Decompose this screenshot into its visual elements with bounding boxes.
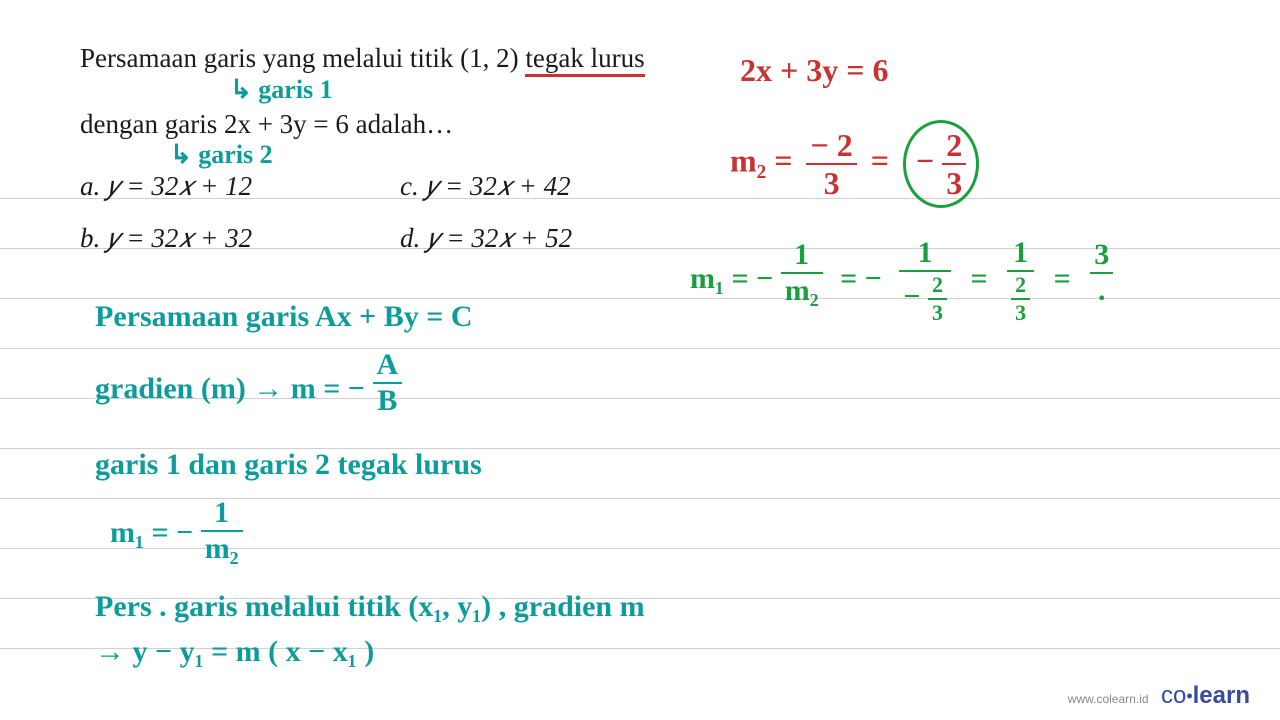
m2-equals: = — [871, 142, 889, 178]
gradien-den: B — [373, 382, 403, 416]
m1-formula-text: m₁ = − — [110, 516, 193, 549]
note-m1-formula: m₁ = − 1 m₂ — [110, 498, 243, 564]
problem-line-1-pre: Persamaan garis yang melalui titik (1, 2… — [80, 43, 525, 73]
m1-final-num: 3 — [1090, 240, 1113, 272]
m1-num-1: 1 — [781, 240, 823, 272]
note-pers-garis-titik: Pers . garis melalui titik (x₁, y₁) , gr… — [95, 590, 645, 624]
problem-line-2: dengan garis 2x + 3y = 6 adalah… — [80, 106, 453, 144]
m1-frac-1: 1 m₂ — [781, 240, 823, 306]
option-c: c. 𝑦 = 32𝑥 + 42 — [400, 168, 571, 206]
m1-eq-2: = − — [840, 262, 882, 295]
m2-neg: − — [916, 142, 934, 178]
m1-label: m₁ = − — [690, 262, 773, 295]
m1-final-dot: . — [1090, 272, 1113, 306]
m1-result: 3 . — [1090, 240, 1113, 306]
note-gradien-text: gradien (m) → m = − — [95, 372, 365, 405]
m1-formula-num: 1 — [201, 498, 243, 530]
problem-line-1-underlined: tegak lurus — [525, 43, 644, 77]
m1-num-2: 1 — [899, 238, 951, 270]
gradien-num: A — [373, 350, 403, 382]
m2-label: m₂ = — [730, 142, 792, 178]
m1-den3-frac: 2 3 — [1011, 274, 1030, 324]
option-d: d. 𝑦 = 32𝑥 + 52 — [400, 220, 572, 258]
annotation-garis-2: ↳ garis 2 — [170, 140, 273, 170]
m1-frac-2: 1 − 2 3 — [899, 238, 951, 324]
m1-den3-num: 2 — [1011, 274, 1030, 298]
m2-fraction: − 2 3 — [806, 129, 856, 199]
m2-expression: m₂ = − 2 3 = − 2 3 — [730, 120, 979, 208]
logo-learn: learn — [1193, 682, 1250, 709]
m2-frac-num: − 2 — [806, 129, 856, 163]
m2-circ-num: 2 — [942, 129, 966, 163]
logo-co: co — [1161, 682, 1186, 709]
m2-circ-den: 3 — [942, 163, 966, 199]
annotation-garis-1: ↳ garis 1 — [230, 75, 333, 105]
m1-den-2: − 2 3 — [899, 270, 951, 324]
m1-frac-3: 1 2 3 — [1007, 238, 1034, 324]
m1-eq-4: = — [1054, 262, 1071, 295]
m1-derivation: m₁ = − 1 m₂ = − 1 − 2 3 = 1 2 3 — [690, 238, 1113, 324]
m1-formula-frac: 1 m₂ — [201, 498, 243, 564]
m1-num-3: 1 — [1007, 238, 1034, 270]
m2-circ-frac: 2 3 — [942, 129, 966, 199]
footer-url: www.colearn.id — [1068, 692, 1149, 706]
footer: www.colearn.id co•learn — [1068, 682, 1250, 710]
option-a: a. 𝑦 = 32𝑥 + 12 — [80, 168, 252, 206]
m1-den2-den: 3 — [928, 298, 947, 324]
gradien-frac: A B — [373, 350, 403, 416]
problem-line-1: Persamaan garis yang melalui titik (1, 2… — [80, 40, 645, 78]
content-layer: Persamaan garis yang melalui titik (1, 2… — [0, 0, 1280, 720]
note-point-slope: → y − y₁ = m ( x − x₁ ) — [95, 635, 374, 669]
option-b: b. 𝑦 = 32𝑥 + 32 — [80, 220, 252, 258]
eq-2x-3y-6: 2x + 3y = 6 — [740, 52, 888, 89]
m1-den2-frac: 2 3 — [928, 274, 947, 324]
m2-result-circle: − 2 3 — [903, 120, 979, 208]
m1-den2-neg: − — [903, 280, 920, 313]
note-tegak-lurus: garis 1 dan garis 2 tegak lurus — [95, 448, 482, 482]
note-persamaan-garis: Persamaan garis Ax + By = C — [95, 300, 473, 334]
footer-logo: co•learn — [1161, 682, 1250, 709]
m1-eq-3: = — [970, 262, 987, 295]
note-gradien: gradien (m) → m = − A B — [95, 350, 402, 416]
m1-den2-num: 2 — [928, 274, 947, 298]
m2-frac-den: 3 — [806, 163, 856, 199]
m1-den3-den: 3 — [1011, 298, 1030, 324]
m1-formula-den: m₂ — [201, 530, 243, 564]
m1-den-1: m₂ — [781, 272, 823, 306]
m1-den-3: 2 3 — [1007, 270, 1034, 324]
